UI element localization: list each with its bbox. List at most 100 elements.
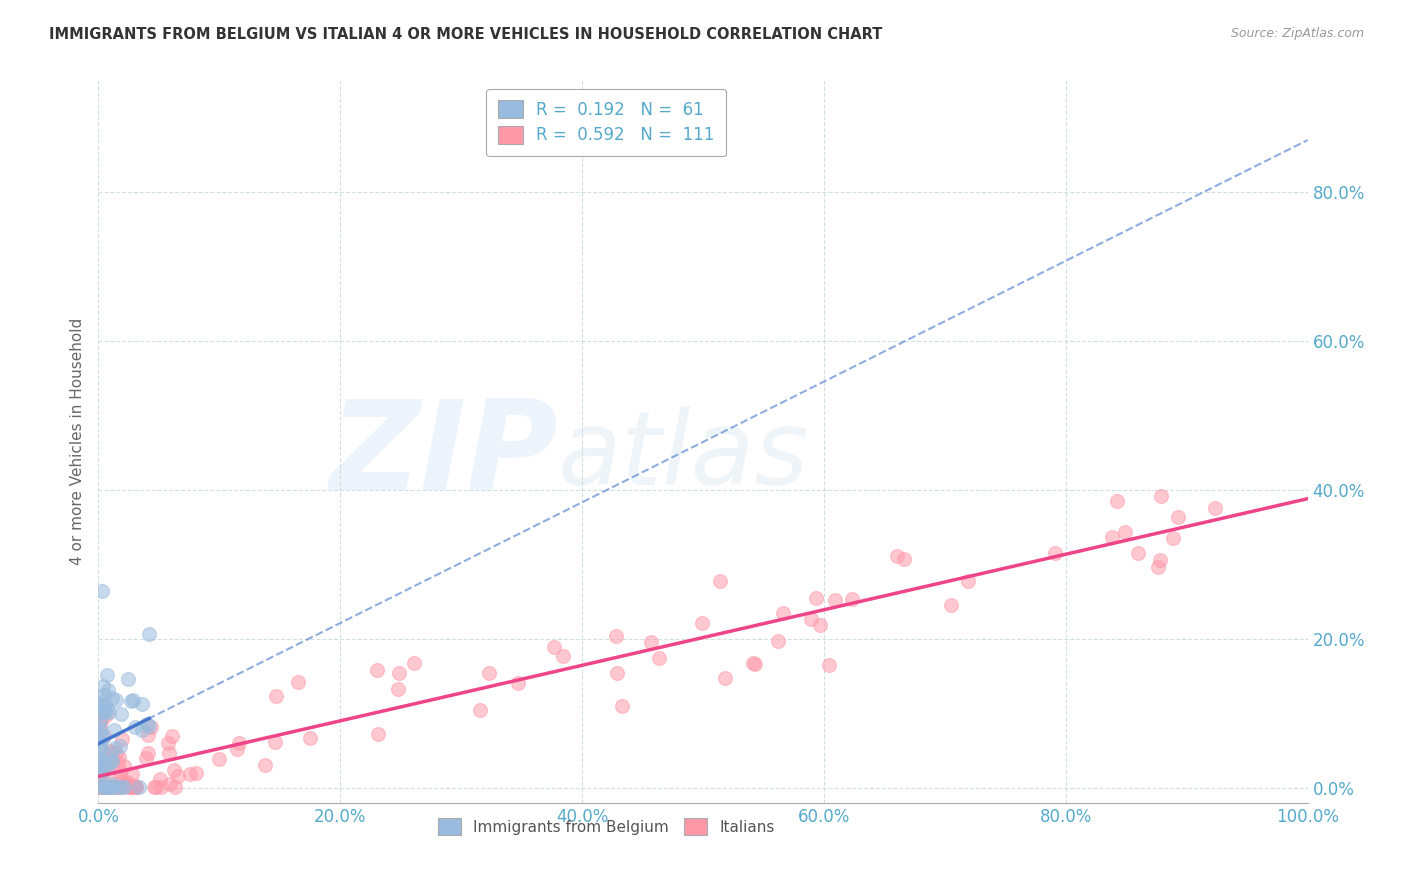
Point: [264, 734, 287, 748]
Point: [1150, 489, 1173, 503]
Point: [107, 780, 129, 794]
Point: [893, 552, 915, 566]
Point: [120, 694, 142, 708]
Point: [118, 780, 141, 794]
Point: [93, 759, 115, 773]
Point: [157, 746, 180, 760]
Point: [89, 722, 111, 736]
Point: [817, 657, 839, 672]
Point: [118, 780, 141, 794]
Point: [939, 599, 962, 613]
Point: [90, 780, 112, 794]
Legend: Immigrants from Belgium, Italians: Immigrants from Belgium, Italians: [427, 807, 786, 846]
Point: [388, 666, 411, 681]
Point: [114, 779, 136, 793]
Point: [112, 759, 135, 773]
Point: [808, 618, 831, 632]
Point: [90, 583, 112, 598]
Point: [89, 718, 111, 732]
Point: [91, 679, 114, 693]
Point: [97, 780, 120, 794]
Point: [100, 691, 122, 706]
Point: [89, 713, 111, 727]
Point: [1114, 525, 1136, 540]
Point: [160, 729, 183, 743]
Point: [100, 777, 122, 791]
Point: [149, 772, 172, 786]
Point: [89, 706, 111, 720]
Point: [886, 549, 908, 563]
Point: [97, 682, 120, 697]
Point: [115, 774, 138, 789]
Point: [104, 740, 127, 755]
Point: [97, 780, 120, 794]
Point: [125, 780, 148, 794]
Point: [93, 688, 115, 702]
Text: ZIP: ZIP: [329, 395, 558, 516]
Point: [404, 656, 426, 670]
Text: IMMIGRANTS FROM BELGIUM VS ITALIAN 4 OR MORE VEHICLES IN HOUSEHOLD CORRELATION C: IMMIGRANTS FROM BELGIUM VS ITALIAN 4 OR …: [49, 27, 883, 42]
Point: [110, 707, 132, 722]
Point: [124, 779, 146, 793]
Point: [228, 736, 250, 750]
Point: [165, 780, 187, 794]
Point: [226, 742, 249, 756]
Point: [93, 780, 115, 794]
Point: [104, 780, 127, 794]
Point: [117, 672, 139, 686]
Text: atlas: atlas: [558, 406, 810, 506]
Point: [93, 729, 115, 743]
Point: [90, 767, 112, 781]
Point: [254, 758, 277, 772]
Point: [98, 780, 121, 794]
Point: [98, 780, 121, 794]
Point: [138, 719, 160, 733]
Point: [112, 780, 135, 794]
Point: [98, 706, 121, 720]
Point: [111, 780, 134, 794]
Point: [606, 666, 628, 681]
Point: [136, 716, 159, 731]
Point: [156, 736, 179, 750]
Point: [124, 719, 146, 733]
Point: [110, 780, 132, 794]
Point: [506, 675, 529, 690]
Point: [89, 727, 111, 741]
Point: [709, 574, 731, 588]
Point: [98, 744, 121, 758]
Point: [478, 666, 501, 681]
Point: [100, 755, 122, 769]
Y-axis label: 4 or more Vehicles in Household: 4 or more Vehicles in Household: [69, 318, 84, 566]
Point: [367, 727, 389, 741]
Point: [110, 772, 132, 787]
Point: [122, 780, 145, 794]
Point: [772, 606, 794, 620]
Point: [128, 780, 150, 794]
Point: [90, 698, 112, 712]
Point: [551, 649, 574, 664]
Point: [543, 640, 565, 654]
Point: [690, 615, 713, 630]
Point: [804, 591, 827, 606]
Point: [98, 749, 121, 764]
Point: [89, 737, 111, 751]
Point: [93, 698, 115, 712]
Point: [94, 708, 117, 723]
Point: [94, 780, 117, 794]
Point: [90, 714, 112, 729]
Point: [90, 780, 112, 794]
Point: [1101, 530, 1123, 544]
Point: [136, 728, 159, 742]
Point: [90, 756, 112, 771]
Point: [93, 780, 115, 794]
Point: [94, 705, 117, 719]
Point: [766, 634, 789, 648]
Point: [605, 629, 627, 643]
Point: [163, 763, 186, 777]
Point: [90, 756, 112, 770]
Point: [90, 761, 112, 775]
Point: [299, 731, 322, 745]
Point: [115, 777, 138, 791]
Point: [167, 769, 190, 783]
Point: [264, 689, 287, 703]
